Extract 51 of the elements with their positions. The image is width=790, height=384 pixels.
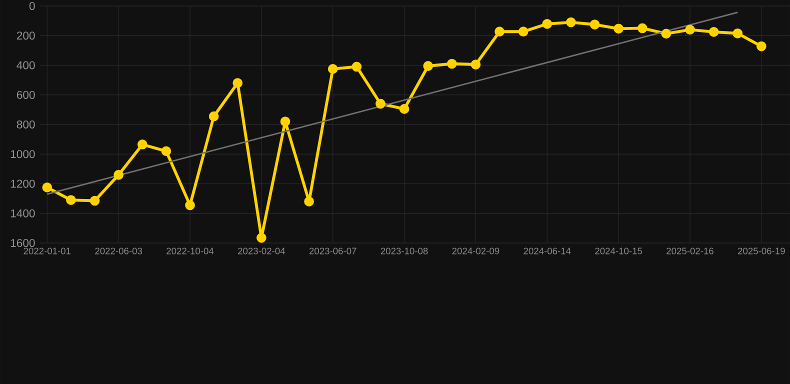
point (708, 26, 719, 37)
y-tick-label: 200 (16, 32, 35, 40)
point (518, 26, 528, 37)
point (352, 62, 362, 72)
y-tick-label: 800 (16, 120, 35, 128)
x-tick-label: 2022-06-03 (95, 248, 142, 254)
x-tick-label: 2023-02-04 (238, 248, 286, 254)
y-tick-label: 1400 (10, 209, 35, 218)
x-tick-label: 2024-10-15 (595, 248, 642, 254)
y-tick-label: 1200 (10, 180, 35, 188)
point (637, 23, 648, 34)
point (470, 60, 481, 70)
point (42, 182, 52, 192)
y-tick-label: 400 (16, 61, 35, 70)
point (280, 116, 290, 126)
y-tick-label: 600 (16, 90, 35, 99)
point (661, 28, 672, 39)
point (399, 104, 410, 114)
point (256, 232, 266, 243)
point (732, 28, 743, 38)
point (328, 64, 338, 74)
x-tick-label: 2024-02-09 (452, 248, 500, 254)
point (114, 170, 124, 180)
x-tick-label: 2022-01-01 (24, 248, 71, 254)
point (161, 146, 172, 156)
x-tick-label: 2023-10-08 (380, 248, 428, 254)
y-tick-label: 1600 (10, 238, 35, 247)
x-tick-label: 2025-06-19 (738, 248, 785, 254)
point (137, 140, 148, 150)
point (590, 20, 600, 30)
x-tick-label: 2024-06-14 (524, 248, 571, 254)
point (446, 58, 457, 69)
point (685, 24, 695, 35)
point (66, 195, 76, 205)
point (208, 111, 219, 122)
x-tick-label: 2022-10-04 (166, 248, 214, 254)
point (542, 18, 552, 29)
point (376, 98, 386, 109)
point (232, 78, 243, 88)
point (423, 61, 434, 71)
x-tick-label: 2023-06-07 (309, 248, 356, 254)
point (566, 17, 576, 28)
point (185, 200, 195, 210)
point (90, 196, 100, 206)
point (494, 26, 504, 37)
point (304, 196, 314, 206)
x-tick-label: 2025-02-16 (666, 248, 714, 254)
y-tick-label: 1000 (10, 150, 35, 158)
point (756, 41, 766, 52)
point (614, 24, 624, 34)
y-tick-label: 0 (29, 2, 35, 10)
